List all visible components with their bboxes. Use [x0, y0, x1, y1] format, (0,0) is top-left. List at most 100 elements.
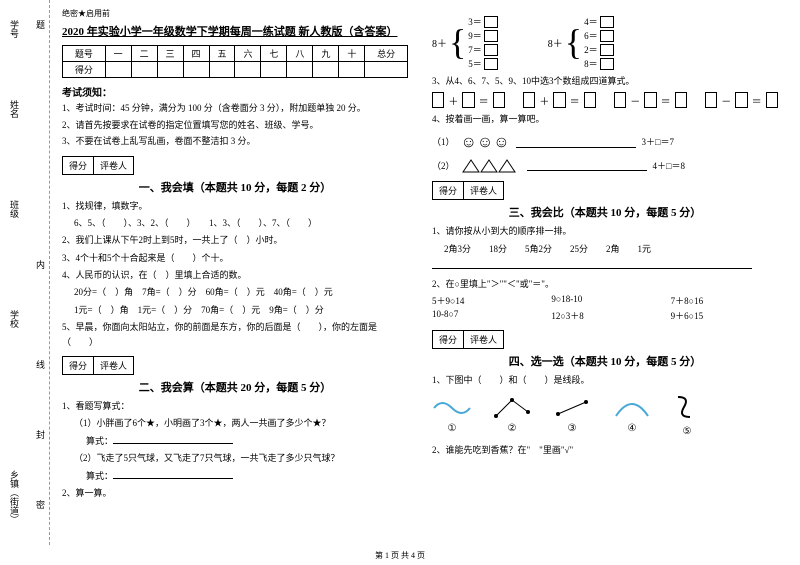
broken-line-icon [492, 396, 532, 420]
grade-left: 得分 [63, 157, 94, 174]
bind-label: 乡镇（街道） [8, 470, 21, 524]
score-table: 题号 一 二 三 四 五 六 七 八 九 十 总分 得分 [62, 45, 408, 78]
compare-item: 5＋9○14 [432, 294, 539, 307]
right-column: 8＋ { 3＝ 9＝ 7＝ 5＝ 8＋ { 4＝ 6＝ 2＝ 8＝ [420, 0, 790, 545]
question: 1、下图中（ ）和（ ）是线段。 [432, 373, 778, 387]
grade-right: 评卷人 [94, 357, 133, 374]
seal-marker: 密 [34, 500, 47, 509]
equation: 4＋□＝8 [653, 159, 685, 173]
formula-line: 算式： [62, 469, 408, 483]
grade-right: 评卷人 [464, 331, 503, 348]
sub-num: （2） [432, 159, 455, 173]
question: 1、请你按从小到大的顺序排一排。 [432, 224, 778, 238]
shape-item: ③ [552, 396, 592, 434]
section-title: 四、选一选（本题共 10 分，每题 5 分） [432, 353, 778, 369]
question-sub: 2角3分 18分 5角2分 25分 2角 1元 [432, 242, 778, 256]
brace-icon: { [449, 28, 466, 57]
question: 3、从4、6、7、5、9、10中选3个数组成四道算式。 [432, 74, 778, 88]
question: 2、我们上课从下午2时上到5时，一共上了（ ）小时。 [62, 233, 408, 247]
compare-item: 10-8○7 [432, 309, 539, 322]
instruction: 2、请首先按要求在试卷的指定位置填写您的姓名、班级、学号。 [62, 119, 408, 133]
equation-row: ＋＝ ＋＝ －＝ －＝ [432, 92, 778, 108]
table-row: 题号 一 二 三 四 五 六 七 八 九 十 总分 [63, 46, 408, 62]
td: 得分 [63, 62, 106, 78]
question: 5、早晨，你面向太阳站立，你的前面是东方，你的后面是（ ），你的左面是（ ） [62, 320, 408, 349]
sub-num: （1） [432, 135, 455, 149]
question-sub: （1）小胖画了6个★，小明画了3个★，两人一共画了多少个★？ [62, 416, 408, 430]
th: 五 [209, 46, 235, 62]
question: 2、在○里填上"＞""＜"或"＝"。 [432, 277, 778, 291]
question: 2、谁能先吃到香蕉？在" "里画"√" [432, 443, 778, 457]
question: 2、算一算。 [62, 486, 408, 500]
section-title: 二、我会算（本题共 20 分，每题 5 分） [62, 379, 408, 395]
brace-group-b: 8＋ { 4＝ 6＝ 2＝ 8＝ [548, 14, 614, 71]
question: 4、人民币的认识，在（ ）里填上合适的数。 [62, 268, 408, 282]
instructions-head: 考试须知： [62, 84, 408, 99]
th: 十 [339, 46, 365, 62]
binding-margin: 学号 姓名 班级 学校 乡镇（街道） 题 内 线 封 密 [0, 0, 50, 545]
th: 三 [157, 46, 183, 62]
secret-label: 绝密★启用前 [62, 8, 408, 19]
instruction: 3、不要在试卷上乱写乱画，卷面不整洁扣 3 分。 [62, 135, 408, 149]
shape-item: ① [432, 396, 472, 434]
formula-line: 算式： [62, 434, 408, 448]
th: 四 [183, 46, 209, 62]
th: 总分 [365, 46, 408, 62]
draw-row: （2） 4＋□＝8 [432, 158, 778, 174]
equation: 3＋□＝7 [642, 135, 674, 149]
grade-right: 评卷人 [464, 182, 503, 199]
shape-item: ② [492, 396, 532, 434]
th: 题号 [63, 46, 106, 62]
wave-icon [432, 396, 472, 420]
compare-grid: 5＋9○14 9○18-10 7＋8○16 10-8○7 12○3＋8 9＋6○… [432, 294, 778, 322]
zigzag-icon [672, 393, 702, 423]
th: 八 [287, 46, 313, 62]
question: 1、找规律，填数字。 [62, 199, 408, 213]
compare-item: 9○18-10 [551, 294, 658, 307]
table-row: 得分 [63, 62, 408, 78]
th: 一 [105, 46, 131, 62]
section-title: 三、我会比（本题共 10 分，每题 5 分） [432, 204, 778, 220]
shape-row: ① ② ③ ④ ⑤ [432, 393, 778, 437]
bind-label: 姓名 [8, 100, 21, 118]
th: 六 [235, 46, 261, 62]
compare-item: 7＋8○16 [671, 294, 778, 307]
grade-box: 得分 评卷人 [62, 156, 134, 175]
grade-box: 得分 评卷人 [432, 330, 504, 349]
shape-item: ⑤ [672, 393, 702, 437]
brace-icon: { [565, 28, 582, 57]
shape-item: ④ [612, 396, 652, 434]
grade-box: 得分 评卷人 [62, 356, 134, 375]
paper-title: 2020 年实验小学一年级数学下学期每周一练试题 新人教版（含答案） [62, 23, 408, 39]
question-sub: 6、5、（ ）、3、2、（ ） 1、3、（ ）、7、（ ） [62, 216, 408, 230]
th: 二 [131, 46, 157, 62]
bind-label: 学号 [8, 20, 21, 38]
seal-marker: 内 [34, 260, 47, 269]
grade-left: 得分 [433, 182, 464, 199]
left-column: 绝密★启用前 2020 年实验小学一年级数学下学期每周一练试题 新人教版（含答案… [50, 0, 420, 545]
instruction: 1、考试时间：45 分钟，满分为 100 分（含卷面分 3 分），附加题单独 2… [62, 102, 408, 116]
grade-left: 得分 [63, 357, 94, 374]
question: 4、按着画一画，算一算吧。 [432, 112, 778, 126]
grade-right: 评卷人 [94, 157, 133, 174]
question-sub: （2）飞走了5只气球，又飞走了7只气球，一共飞走了多少只气球？ [62, 451, 408, 465]
draw-row: （1） ☺☺☺ 3＋□＝7 [432, 130, 778, 156]
question: 3、4个十和5个十合起来是（ ）个十。 [62, 251, 408, 265]
grade-left: 得分 [433, 331, 464, 348]
arc-icon [612, 396, 652, 420]
brace-items: 4＝ 6＝ 2＝ 8＝ [584, 14, 614, 71]
th: 七 [261, 46, 287, 62]
seal-marker: 题 [34, 20, 47, 29]
brace-items: 3＝ 9＝ 7＝ 5＝ [468, 14, 498, 71]
compare-item: 9＋6○15 [671, 309, 778, 322]
compare-item: 12○3＋8 [551, 309, 658, 322]
brace-prefix: 8＋ [432, 35, 447, 50]
bind-label: 学校 [8, 310, 21, 328]
brace-group-a: 8＋ { 3＝ 9＝ 7＝ 5＝ [432, 14, 498, 71]
question-sub: 20分=（ ）角 7角=（ ）分 60角=（ ）元 40角=（ ）元 [62, 285, 408, 299]
question: 1、看题写算式： [62, 399, 408, 413]
page-footer: 第 1 页 共 4 页 [0, 550, 800, 561]
seal-marker: 线 [34, 360, 47, 369]
smiley-icon: ☺☺☺ [461, 130, 510, 156]
bind-label: 班级 [8, 200, 21, 218]
